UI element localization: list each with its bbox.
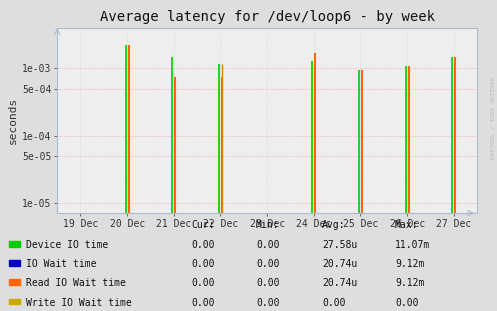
Text: 0.00: 0.00 [395,298,418,308]
Text: IO Wait time: IO Wait time [26,259,96,269]
Text: RRDTOOL / TOBI OETIKER: RRDTOOL / TOBI OETIKER [491,77,496,160]
Text: 0.00: 0.00 [256,298,279,308]
Text: 9.12m: 9.12m [395,259,424,269]
Text: 0.00: 0.00 [191,259,215,269]
Text: 20.74u: 20.74u [322,278,357,288]
Text: 0.00: 0.00 [322,298,345,308]
Title: Average latency for /dev/loop6 - by week: Average latency for /dev/loop6 - by week [99,10,435,24]
Text: Read IO Wait time: Read IO Wait time [26,278,126,288]
Text: 11.07m: 11.07m [395,240,430,250]
Text: Device IO time: Device IO time [26,240,108,250]
Text: 0.00: 0.00 [191,298,215,308]
Y-axis label: seconds: seconds [8,97,18,144]
Text: Cur:: Cur: [191,220,215,230]
Text: 0.00: 0.00 [256,259,279,269]
Text: 0.00: 0.00 [256,240,279,250]
Text: Max:: Max: [395,220,418,230]
Text: 0.00: 0.00 [191,240,215,250]
Text: 0.00: 0.00 [191,278,215,288]
Text: 0.00: 0.00 [256,278,279,288]
Text: 27.58u: 27.58u [322,240,357,250]
Text: 20.74u: 20.74u [322,259,357,269]
Text: Avg:: Avg: [322,220,345,230]
Text: 9.12m: 9.12m [395,278,424,288]
Text: Write IO Wait time: Write IO Wait time [26,298,132,308]
Text: Min:: Min: [256,220,279,230]
